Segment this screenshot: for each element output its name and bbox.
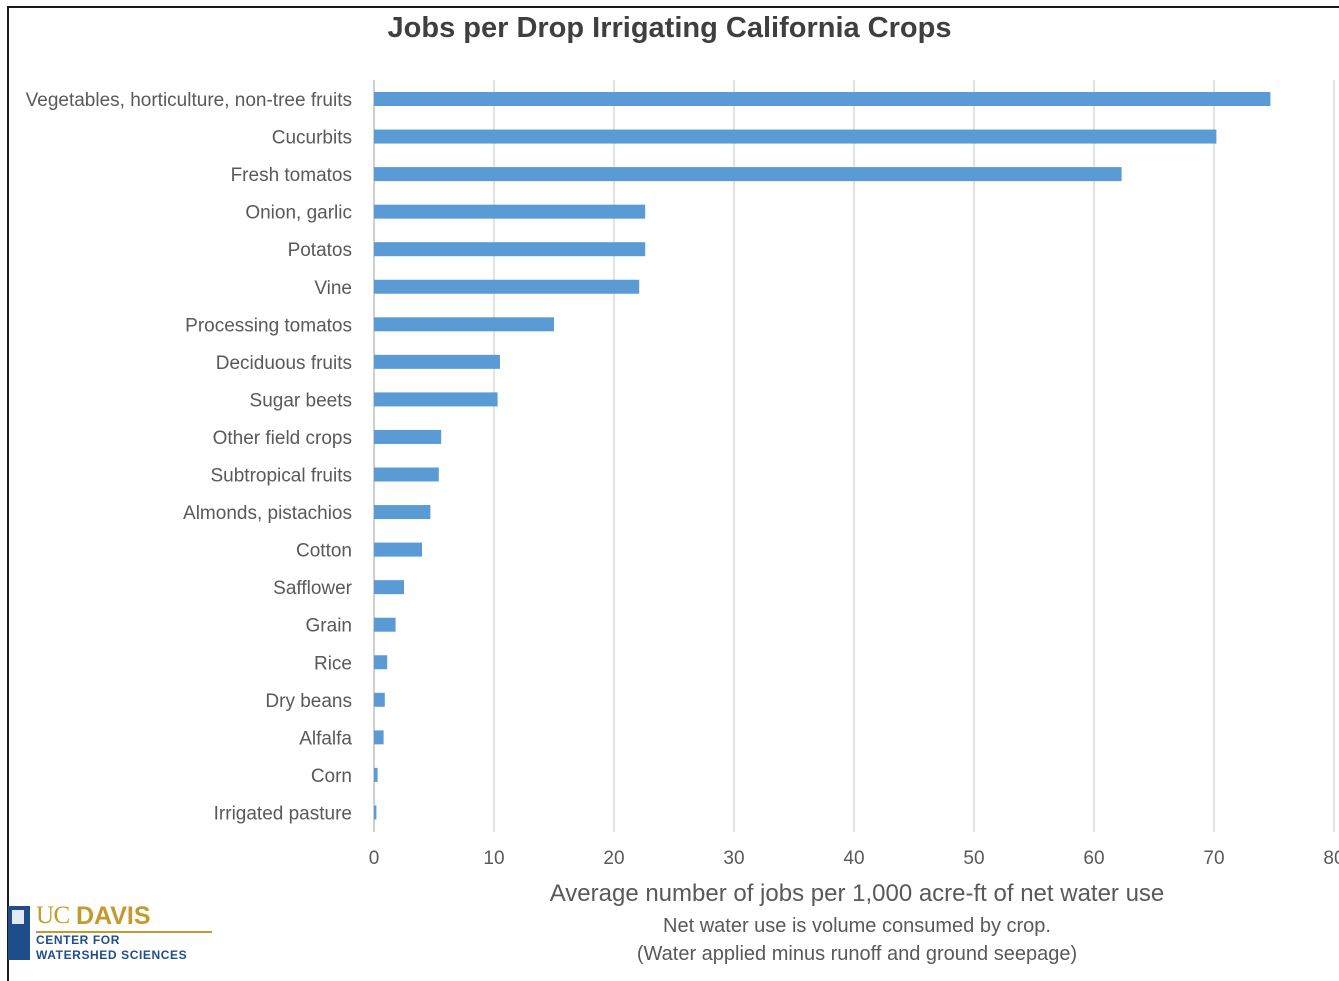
bar	[374, 317, 554, 332]
category-label: Irrigated pasture	[214, 803, 352, 824]
grid-lines	[373, 80, 1335, 832]
category-label: Other field crops	[213, 428, 352, 449]
x-tick-label: 0	[369, 848, 380, 869]
logo-divider	[36, 931, 212, 933]
x-tick-label: 80	[1323, 848, 1339, 869]
image-border	[7, 6, 1339, 981]
bar	[374, 505, 431, 520]
bar	[374, 805, 377, 820]
logo-subtitle-line: CENTER FOR	[36, 933, 120, 947]
category-label: Subtropical fruits	[210, 466, 352, 487]
category-label: Vegetables, horticulture, non-tree fruit…	[26, 90, 352, 111]
x-tick-label: 20	[603, 848, 624, 869]
category-label: Alfalfa	[299, 728, 352, 749]
logo-davis-text: DAVIS	[76, 902, 151, 930]
x-tick-labels: 0 10 20 30 40 50 60 70 80	[369, 848, 1339, 869]
bar	[374, 580, 404, 595]
x-tick-label: 70	[1203, 848, 1224, 869]
uc-seal-icon	[8, 906, 30, 960]
category-label: Almonds, pistachios	[183, 503, 352, 524]
category-label: Processing tomatos	[185, 315, 352, 336]
bar	[374, 467, 439, 482]
bar	[374, 204, 646, 219]
x-tick-label: 10	[483, 848, 504, 869]
bar	[374, 167, 1122, 182]
category-label: Sugar beets	[250, 390, 352, 411]
category-label: Dry beans	[265, 691, 352, 712]
category-label: Grain	[306, 616, 352, 637]
category-label: Vine	[314, 278, 352, 299]
category-label: Potatos	[288, 240, 352, 261]
x-axis-note: Net water use is volume consumed by crop…	[663, 915, 1051, 937]
category-label: Corn	[311, 766, 352, 787]
x-axis-title: Average number of jobs per 1,000 acre-ft…	[549, 880, 1165, 907]
x-tick-label: 50	[963, 848, 984, 869]
bar	[374, 767, 378, 782]
x-axis-note: (Water applied minus runoff and ground s…	[636, 943, 1078, 965]
chart-title: Jobs per Drop Irrigating California Crop…	[387, 12, 952, 44]
category-label: Cucurbits	[272, 128, 352, 149]
bar	[374, 655, 388, 670]
logo-subtitle-line: WATERSHED SCIENCES	[36, 948, 188, 962]
category-label: Cotton	[296, 541, 352, 562]
bar	[374, 354, 500, 369]
bar	[374, 392, 498, 407]
bar	[374, 92, 1271, 106]
category-label: Onion, garlic	[245, 203, 352, 224]
category-label: Rice	[314, 653, 352, 674]
bar	[374, 279, 640, 294]
category-label: Safflower	[273, 578, 353, 599]
x-tick-label: 60	[1083, 848, 1104, 869]
x-tick-label: 40	[843, 848, 864, 869]
category-label: Fresh tomatos	[231, 165, 352, 186]
logo-uc-text: UC	[36, 902, 70, 929]
bar	[374, 730, 384, 745]
x-tick-label: 30	[723, 848, 744, 869]
bar	[374, 429, 442, 444]
uc-davis-logo: UC DAVIS CENTER FOR WATERSHED SCIENCES	[8, 902, 218, 968]
category-label: Deciduous fruits	[216, 353, 352, 374]
category-labels: Vegetables, horticulture, non-tree fruit…	[26, 90, 353, 824]
bar	[374, 617, 396, 632]
bar	[374, 692, 385, 707]
bars	[374, 92, 1271, 820]
bar	[374, 542, 422, 557]
bar	[374, 242, 646, 257]
bar	[374, 129, 1217, 144]
